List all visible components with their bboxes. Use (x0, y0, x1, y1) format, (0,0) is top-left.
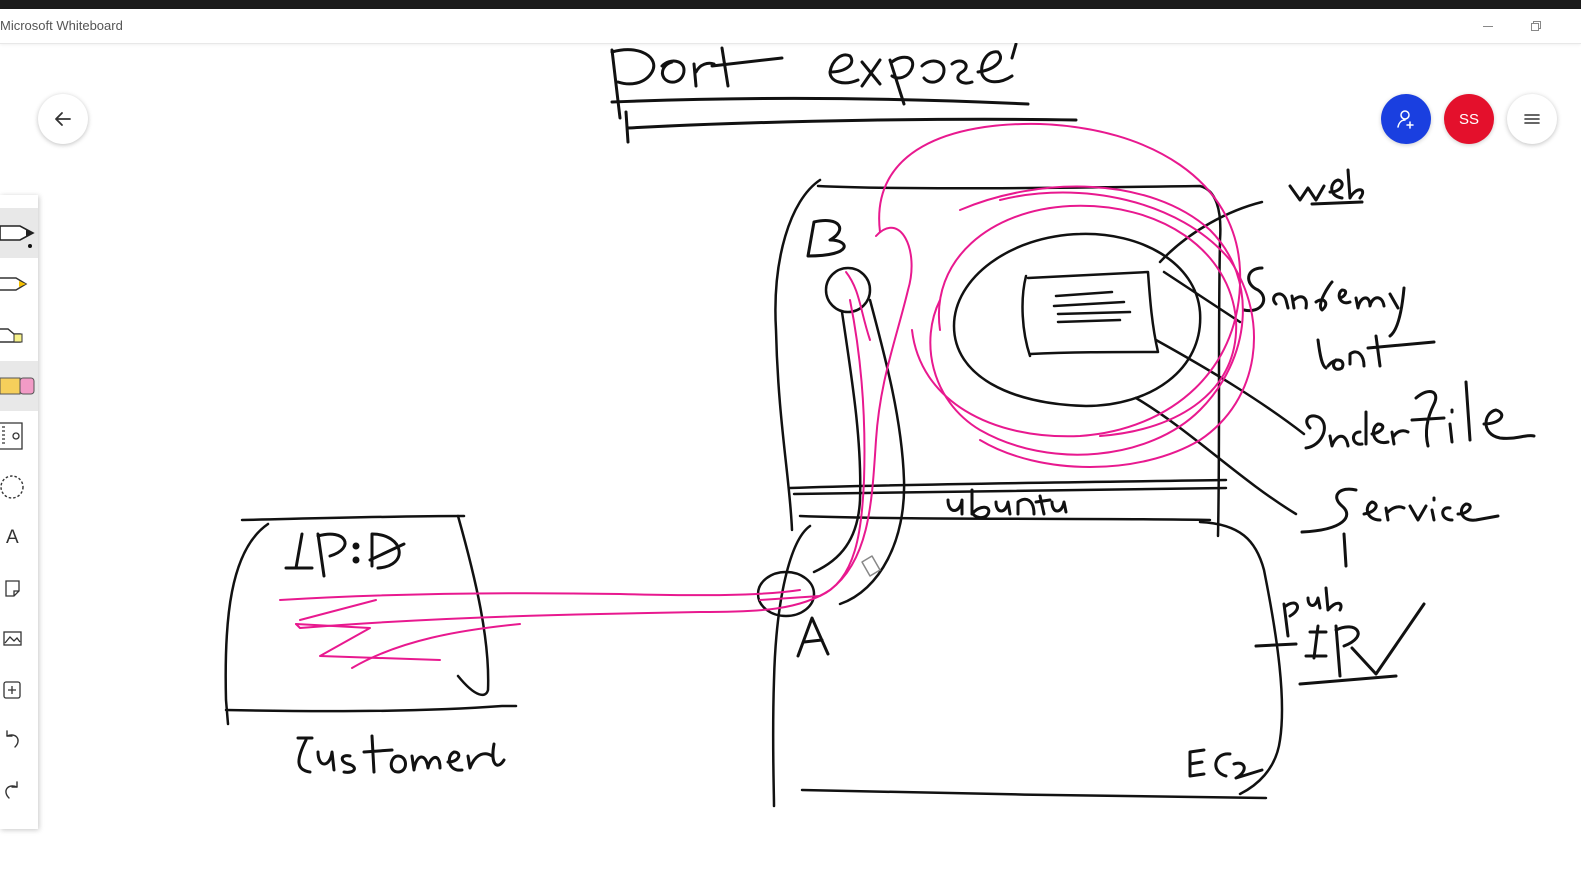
ruler-tool[interactable] (0, 411, 38, 461)
ink-ec2-box (771, 178, 1284, 808)
eraser-tool[interactable] (0, 361, 38, 411)
ink-label-ubuntu (946, 488, 1068, 520)
undo-button[interactable] (0, 715, 38, 765)
insert-tool[interactable] (0, 665, 38, 715)
insert-icon (3, 681, 21, 699)
pen-tool-yellow[interactable] (0, 259, 38, 309)
image-icon (3, 631, 22, 646)
settings-menu-button[interactable] (1507, 94, 1557, 144)
ink-label-sandemy (1242, 266, 1436, 371)
whiteboard-canvas[interactable] (0, 43, 1581, 877)
title-bar: Microsoft Whiteboard (0, 9, 1581, 44)
restore-button[interactable] (1513, 9, 1559, 43)
ink-label-service (1300, 487, 1500, 568)
avatar-initials: SS (1458, 110, 1479, 128)
ink-label-customer (296, 734, 506, 774)
eraser-icon (0, 377, 35, 395)
user-avatar[interactable]: SS (1444, 94, 1494, 144)
highlighter-tool[interactable] (0, 310, 38, 360)
ink-label-ip-a (284, 532, 406, 578)
ink-customer-box (224, 514, 518, 726)
arrow-left-icon (55, 112, 71, 126)
note-icon (5, 580, 20, 597)
redo-icon (5, 781, 18, 799)
eraser-cursor-icon (861, 555, 881, 577)
pen-icon (0, 225, 35, 248)
tool-palette: A (0, 195, 38, 829)
ink-label-web (1288, 168, 1365, 206)
image-tool[interactable] (0, 614, 38, 664)
text-tool[interactable]: A (0, 513, 38, 563)
note-tool[interactable] (0, 563, 38, 613)
top-strip (0, 0, 1581, 9)
app-title: Microsoft Whiteboard (0, 18, 123, 33)
ink-pink-annotations (279, 122, 1255, 669)
minimize-button[interactable] (1465, 9, 1511, 43)
add-person-icon (1397, 110, 1414, 129)
pen-tool-black[interactable] (0, 208, 38, 258)
restore-icon (1531, 21, 1541, 31)
ink-label-dockerfile (1304, 380, 1536, 450)
back-button[interactable] (38, 94, 88, 144)
ink-port-pipe (756, 266, 906, 618)
ink-connectors (1134, 270, 1306, 516)
highlighter-icon (0, 328, 23, 343)
hamburger-menu-icon (1524, 114, 1540, 124)
lasso-icon (0, 475, 24, 499)
pen-icon (0, 277, 28, 291)
ink-label-pub-ip (1254, 586, 1426, 686)
lasso-tool[interactable] (0, 462, 38, 512)
ink-letters-ba (796, 219, 846, 658)
text-icon: A (6, 527, 19, 548)
ink-web-container (952, 200, 1264, 408)
invite-button[interactable] (1381, 94, 1431, 144)
redo-button[interactable] (0, 766, 38, 816)
undo-icon (6, 730, 19, 748)
minimize-icon (1483, 26, 1493, 27)
ink-title-port-expose (610, 43, 1078, 144)
ink-label-ec2 (1188, 748, 1264, 780)
ruler-icon (0, 422, 23, 450)
